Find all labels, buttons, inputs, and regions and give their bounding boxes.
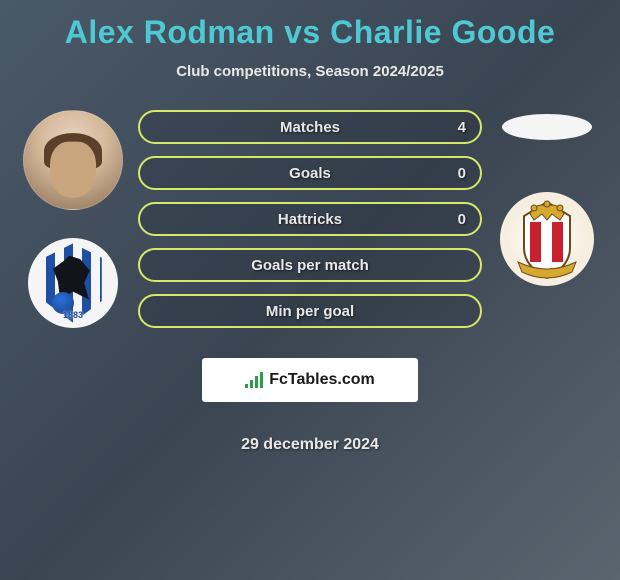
stat-label: Matches [280,119,340,136]
stat-label: Hattricks [278,211,342,228]
stat-row-goals: Goals 0 [138,156,482,190]
page-title: Alex Rodman vs Charlie Goode [8,14,612,51]
stat-value: 4 [458,119,466,136]
stat-value: 0 [458,165,466,182]
stat-label: Goals per match [251,257,369,274]
right-player-column [482,110,612,286]
stat-label: Min per goal [266,303,354,320]
subtitle: Club competitions, Season 2024/2025 [8,63,612,80]
right-club-crest [500,192,594,286]
stats-column: Matches 4 Goals 0 Hattricks 0 Goals per … [138,110,482,454]
left-club-year: 1883 [63,310,83,320]
footer-date: 29 december 2024 [138,436,482,454]
branding-text: FcTables.com [269,371,375,389]
comparison-panel: 1883 Matches 4 Goals 0 Hattricks 0 Goals… [8,110,612,454]
branding-badge: FcTables.com [202,358,418,402]
stat-row-goals-per-match: Goals per match [138,248,482,282]
branding-chart-icon [245,372,263,388]
stat-label: Goals [289,165,331,182]
left-club-crest: 1883 [28,238,118,328]
right-player-photo-placeholder [502,114,592,140]
stat-row-min-per-goal: Min per goal [138,294,482,328]
stat-value: 0 [458,211,466,228]
stat-row-hattricks: Hattricks 0 [138,202,482,236]
left-player-column: 1883 [8,110,138,328]
left-player-photo [23,110,123,210]
stat-row-matches: Matches 4 [138,110,482,144]
